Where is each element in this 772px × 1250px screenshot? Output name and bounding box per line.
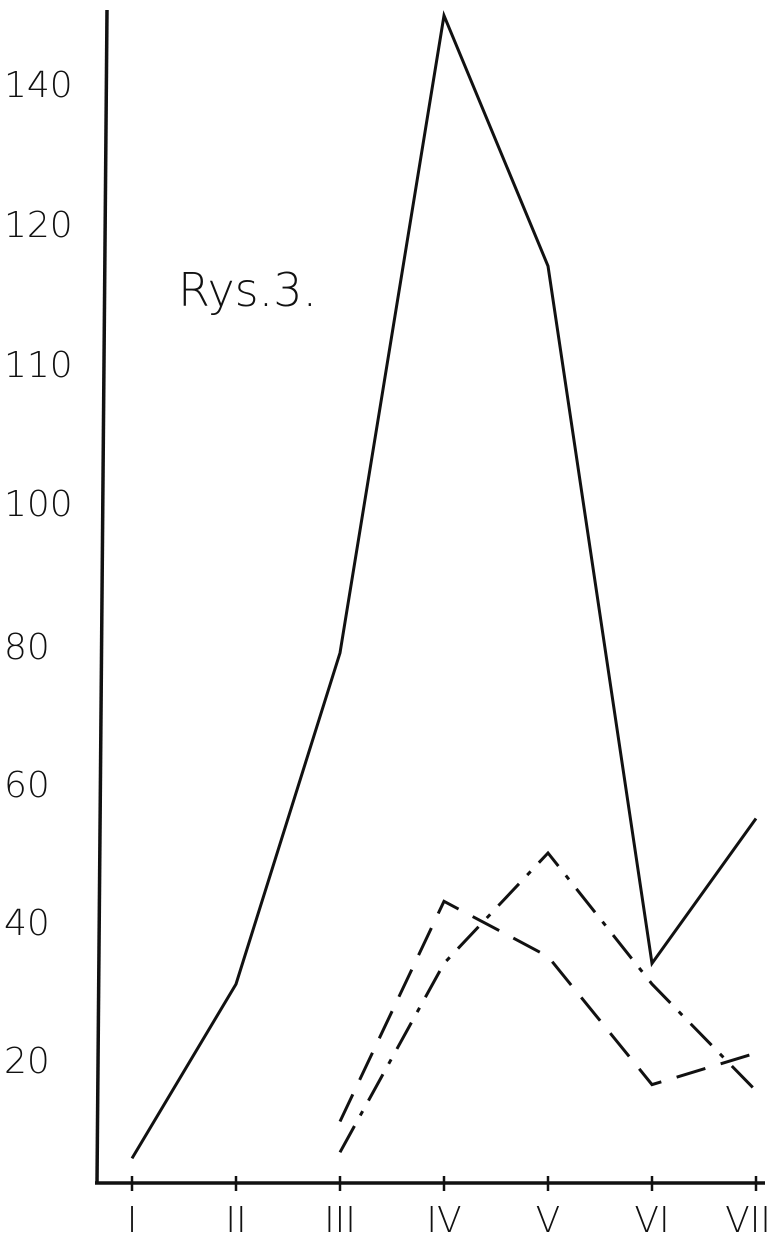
x-tick-labels: I II III IV V VI VII	[127, 1200, 771, 1241]
y-tick-label: 60	[4, 765, 50, 806]
series-line-dashed	[340, 901, 756, 1121]
series-line-solid	[132, 16, 756, 1159]
y-tick-label: 110	[4, 345, 73, 386]
x-tick-label: IV	[426, 1200, 461, 1241]
x-tick-label: II	[225, 1200, 246, 1241]
y-tick-label: 140	[4, 65, 73, 106]
y-axis	[97, 10, 107, 1183]
x-tick-label: V	[536, 1200, 561, 1241]
x-tick-label: VI	[634, 1200, 669, 1241]
y-tick-label: 120	[4, 205, 73, 246]
x-tick-label: VII	[725, 1200, 771, 1241]
y-tick-labels: 20 40 60 80 100 110 120 140	[4, 65, 73, 1082]
y-tick-label: 100	[4, 484, 73, 525]
y-tick-label: 20	[4, 1041, 50, 1082]
series-layer	[132, 16, 756, 1159]
y-tick-label: 40	[4, 903, 50, 944]
chart-title: Rys.3.	[178, 263, 317, 317]
x-tick-label: I	[127, 1200, 138, 1241]
series-line-dash-dot	[340, 853, 756, 1152]
y-tick-label: 80	[4, 627, 50, 668]
x-tick-label: III	[324, 1200, 356, 1241]
